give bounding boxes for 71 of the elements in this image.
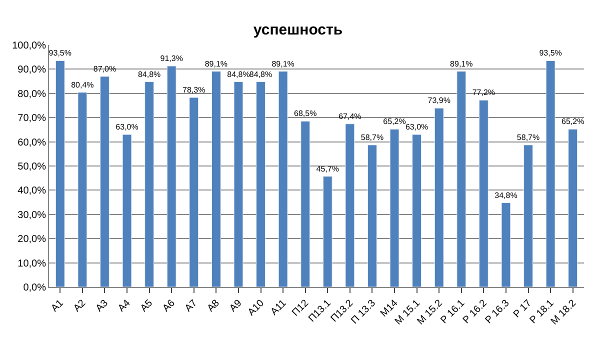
x-tick-label: А1 [49,298,66,314]
y-tick-label: 30,0% [18,210,46,221]
data-label: 65,2% [383,117,406,126]
bar [456,71,466,287]
data-label: 68,5% [294,109,317,118]
bar [144,82,154,287]
data-label: 67,4% [338,112,362,121]
data-label: 73,9% [428,96,450,106]
x-tick-label: А3 [94,298,111,314]
data-label: 89,1% [450,59,473,68]
y-tick-label: 0,0% [23,282,46,294]
chart-title: успешность [253,21,343,38]
bar [256,82,266,287]
data-label: 93,5% [48,48,72,58]
y-tick-label: 60,0% [18,137,46,148]
bar [412,134,422,287]
data-label: 91,3% [160,54,183,64]
data-label: 84,8% [227,70,250,79]
x-tick-label: А9 [228,298,244,314]
data-label: 93,5% [539,48,562,58]
y-tick-label: 20,0% [18,234,46,246]
y-tick-label: 70,0% [18,113,46,124]
data-label: 78,3% [182,86,206,95]
bar [211,71,221,287]
data-label: 58,7% [516,132,540,142]
x-tick-label: А10 [246,298,267,318]
x-tick-label: А7 [183,298,200,314]
x-tick-label: А11 [268,298,290,318]
bar [100,76,110,287]
bar [55,60,65,287]
data-label: 80,4% [71,80,94,90]
data-label: 89,1% [272,59,294,68]
x-tick-label: А2 [72,298,88,314]
bar [345,124,355,287]
data-label: 87,0% [93,64,116,74]
bar [368,144,377,287]
bar [568,128,578,287]
bar [189,97,199,287]
data-label: 34,8% [494,190,518,200]
bar [122,134,132,287]
y-tick-label: 40,0% [18,186,46,197]
x-tick-label: А6 [160,298,178,314]
data-label: 63,0% [116,122,138,132]
x-tick-label: А4 [116,298,133,314]
data-label: 89,1% [204,59,228,68]
y-tick-label: 10,0% [18,258,46,270]
bar [390,128,400,287]
bar [478,100,488,287]
y-tick-label: 90,0% [18,64,46,76]
bar [300,120,310,287]
data-label: 84,8% [249,70,272,79]
x-tick-label: А8 [205,298,222,314]
data-label: 65,2% [562,117,584,126]
data-label: 45,7% [316,164,339,174]
bar [546,60,556,287]
data-label: 63,0% [405,122,428,132]
bar [434,108,444,287]
bar [166,66,176,287]
bar [234,82,244,287]
y-tick-label: 50,0% [18,162,46,172]
bar [501,202,511,287]
data-label: 58,7% [360,132,384,142]
data-label: 84,8% [138,70,161,79]
y-tick-label: 100,0% [12,40,46,52]
bar [78,92,88,287]
bar [278,71,288,287]
data-label: 77,2% [472,88,496,98]
bar [322,176,332,287]
x-tick-label: А5 [138,298,156,314]
bar [524,144,533,287]
y-tick-label: 80,0% [18,88,46,100]
